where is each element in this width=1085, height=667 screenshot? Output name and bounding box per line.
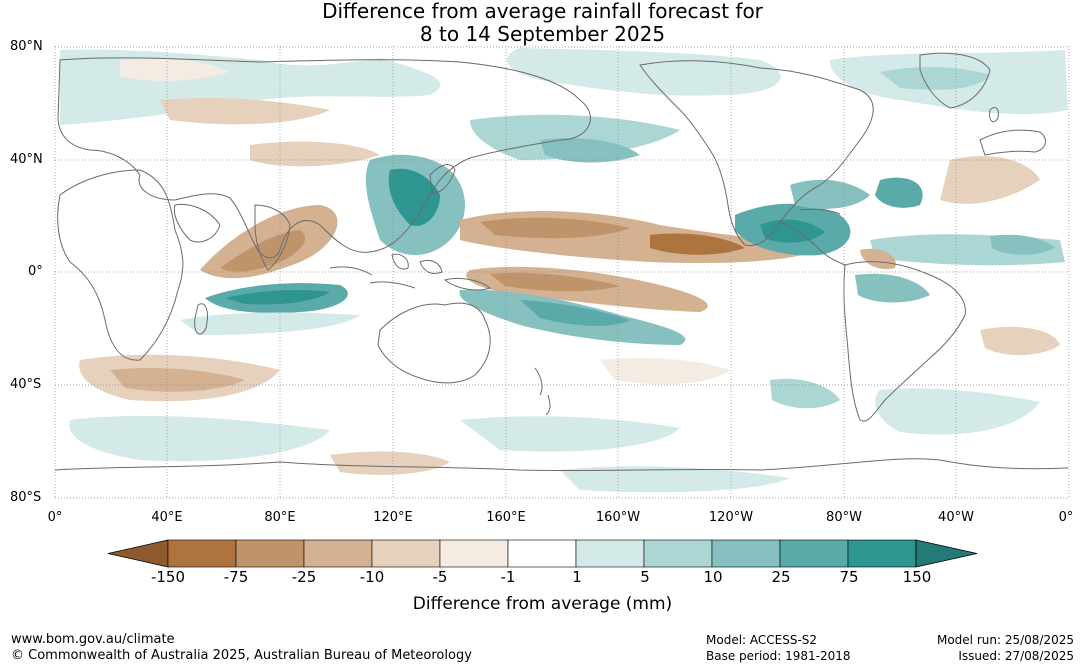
colorbar-tick: 25: [771, 568, 791, 586]
colorbar-tick: -10: [359, 568, 385, 586]
lon-label-120e: 120°E: [373, 510, 413, 525]
lat-label-40s: 40°S: [10, 377, 42, 392]
lat-label-80s: 80°S: [10, 490, 42, 505]
lat-label-40n: 40°N: [10, 152, 43, 167]
lon-label-80e: 80°E: [264, 510, 296, 525]
colorbar-swatch: [167, 539, 237, 568]
colorbar-tick: 5: [640, 568, 650, 586]
colorbar-tick: 75: [839, 568, 859, 586]
colorbar-tick: -25: [291, 568, 317, 586]
graticule: [54, 46, 1070, 499]
coastlines: [54, 52, 1069, 472]
colorbar-swatch: [235, 539, 305, 568]
colorbar-tick: -150: [150, 568, 186, 586]
lon-label-80w: 80°W: [826, 510, 862, 525]
issued-date: Issued: 27/08/2025: [958, 649, 1074, 663]
colorbar-title: Difference from average (mm): [412, 594, 673, 614]
colorbar-tick: 10: [703, 568, 723, 586]
colorbar-swatch: [507, 539, 577, 568]
lon-label-0-right: 0°: [1058, 510, 1074, 525]
colorbar-swatch: [643, 539, 713, 568]
title-line-1: Difference from average rainfall forecas…: [322, 0, 763, 23]
model-name: Model: ACCESS-S2: [706, 633, 818, 647]
lat-label-80n: 80°N: [10, 39, 43, 54]
lon-label-0-left: 0°: [47, 510, 63, 525]
colorbar-swatch: [439, 539, 509, 568]
title-line-2: 8 to 14 September 2025: [419, 22, 666, 46]
colorbar-tick: -5: [432, 568, 448, 586]
colorbar-arrow-high: [915, 539, 978, 568]
colorbar-swatch: [575, 539, 645, 568]
colorbar-tick: -1: [500, 568, 516, 586]
lon-label-40w: 40°W: [938, 510, 974, 525]
map-title: Difference from average rainfall forecas…: [0, 0, 1085, 46]
website-link[interactable]: www.bom.gov.au/climate: [11, 632, 175, 647]
lon-label-40e: 40°E: [151, 510, 183, 525]
colorbar-swatch: [711, 539, 781, 568]
lon-label-160w: 160°W: [595, 510, 641, 525]
lon-label-120w: 120°W: [708, 510, 754, 525]
colorbar-tick: 1: [572, 568, 582, 586]
colorbar-tick: 150: [902, 568, 932, 586]
colorbar-arrow-low: [107, 539, 169, 568]
colorbar-swatches: [107, 539, 978, 568]
colorbar-swatch: [779, 539, 849, 568]
lat-label-0: 0°: [28, 264, 43, 279]
colorbar-swatch: [303, 539, 373, 568]
lon-label-160e: 160°E: [486, 510, 526, 525]
colorbar-swatch: [371, 539, 441, 568]
colorbar-tick: -75: [223, 568, 249, 586]
copyright-text: © Commonwealth of Australia 2025, Austra…: [11, 648, 472, 663]
colorbar-swatch: [847, 539, 917, 568]
model-run-date: Model run: 25/08/2025: [936, 633, 1074, 647]
base-period: Base period: 1981-2018: [706, 649, 851, 663]
